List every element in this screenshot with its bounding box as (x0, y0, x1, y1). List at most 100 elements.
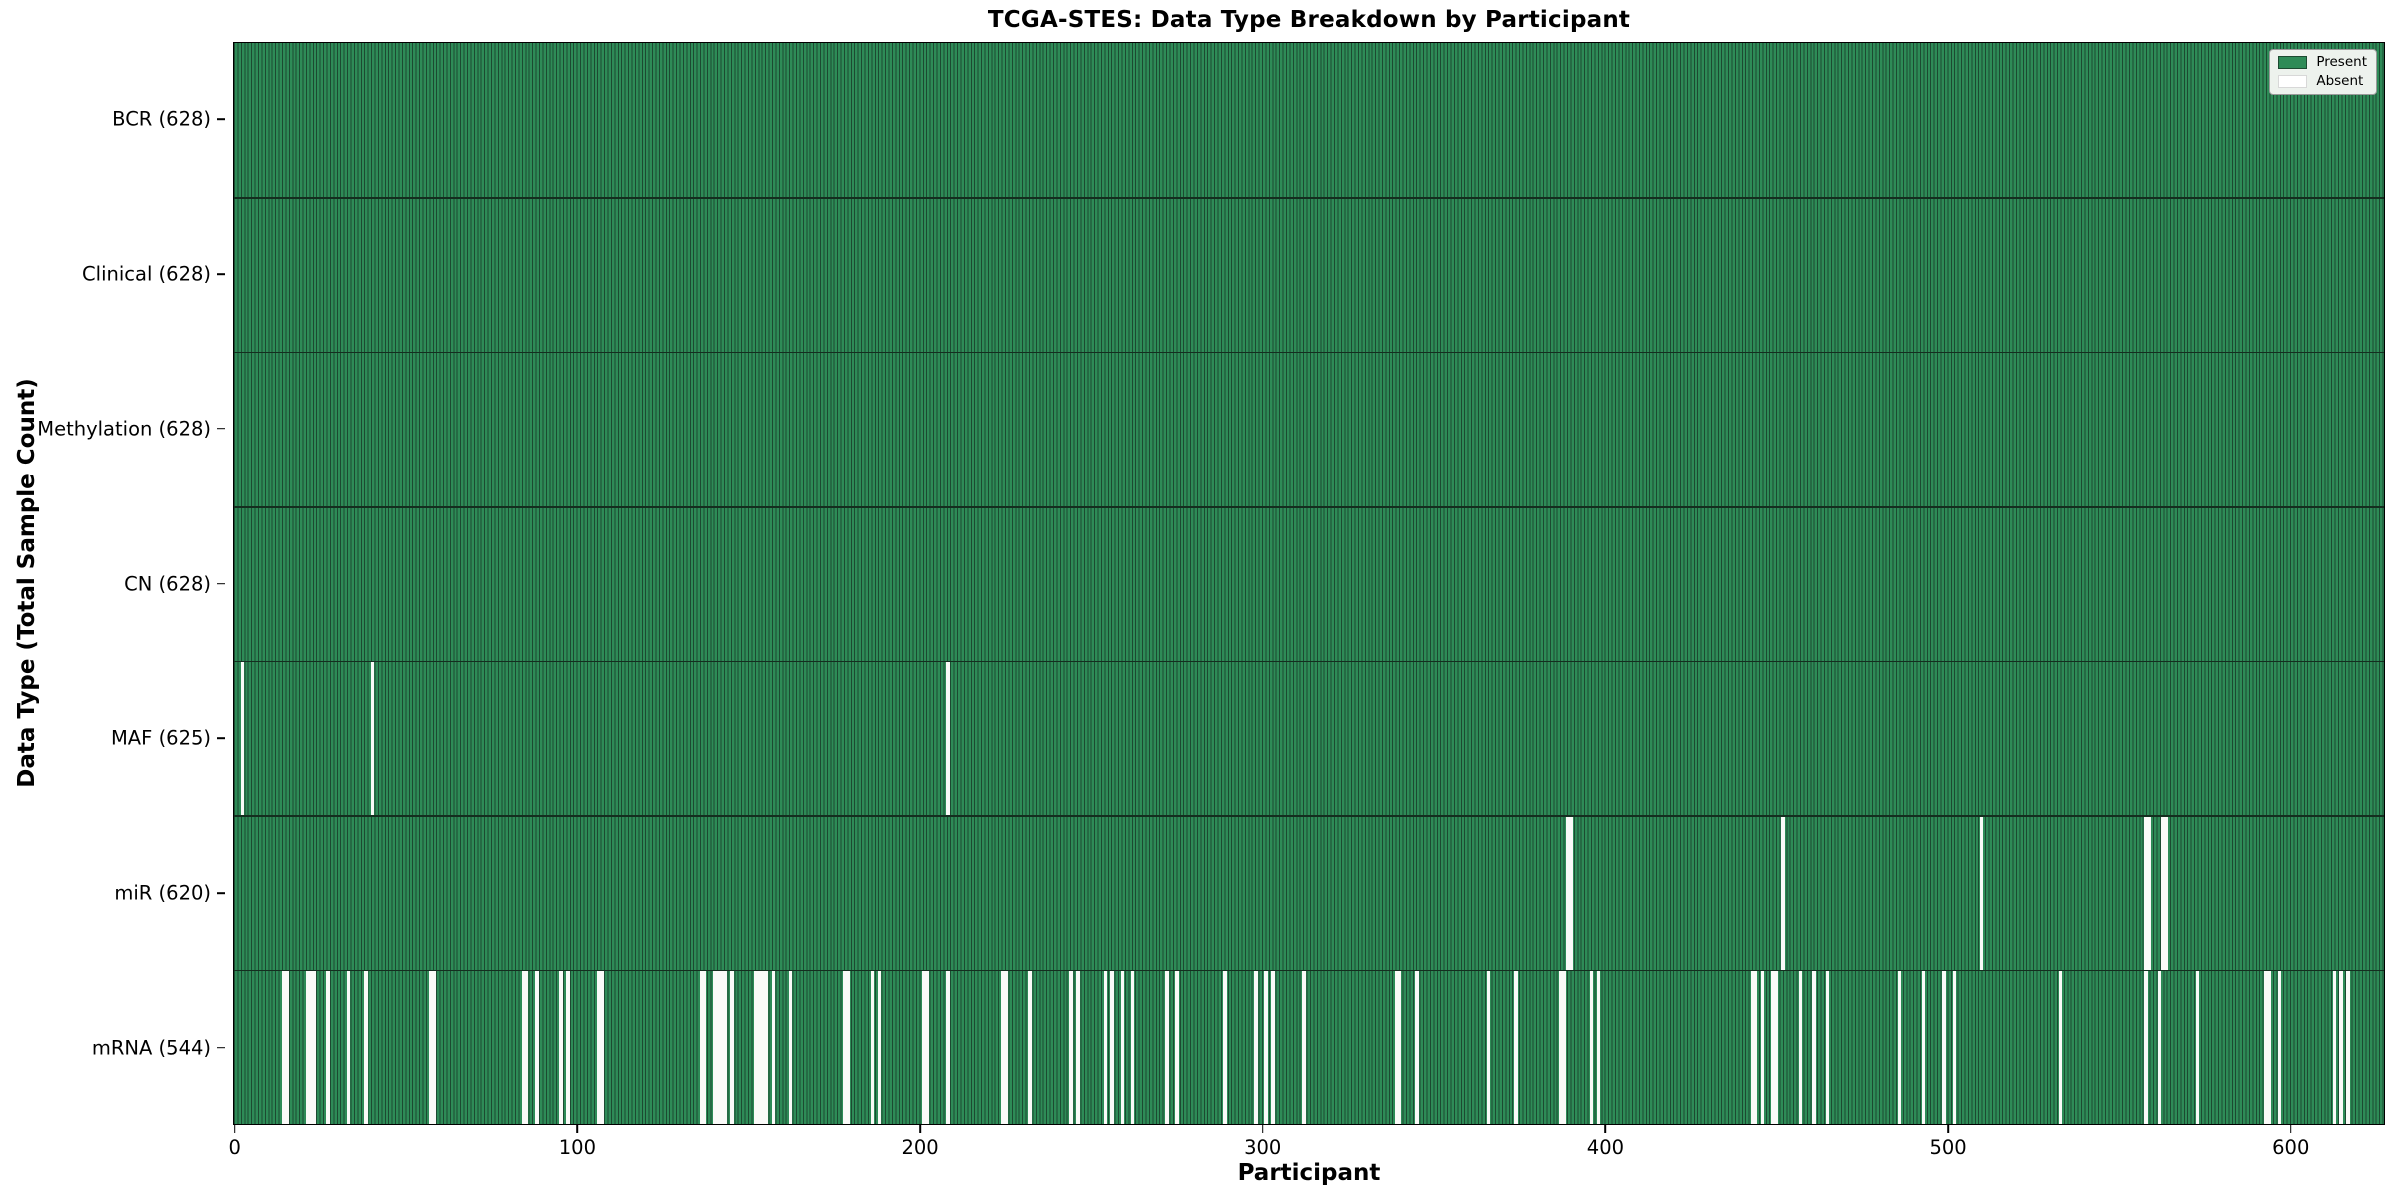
row-separator (234, 351, 2384, 354)
y-tick-label-Methylation: Methylation (628) (37, 417, 211, 441)
row-separator (234, 969, 2384, 972)
absent-stripe (312, 969, 317, 1124)
y-tick-labels: BCR (628) Clinical (628) Methylation (628)… (0, 42, 225, 1125)
y-tick-mark (217, 273, 225, 275)
absent-stripe (309, 969, 313, 1124)
absent-stripe (713, 969, 717, 1124)
absent-stripe (370, 660, 375, 816)
absent-stripe (1774, 969, 1779, 1124)
absent-stripe (1487, 969, 1491, 1124)
y-tick-mark (217, 582, 225, 585)
absent-stripe (925, 969, 929, 1124)
absent-stripe (761, 969, 765, 1124)
y-tick-mark (217, 1046, 225, 1049)
absent-stripe (2144, 969, 2148, 1124)
absent-stripe (1514, 969, 1518, 1124)
absent-stripe (364, 969, 368, 1124)
y-tick-mark (217, 737, 225, 739)
absent-stripe (1812, 969, 1816, 1124)
absent-stripe (1754, 969, 1758, 1124)
absent-stripe (1596, 969, 1600, 1124)
absent-stripe (1271, 969, 1275, 1124)
absent-stripe (2264, 969, 2268, 1124)
absent-stripe (764, 969, 769, 1124)
absent-stripe (1569, 815, 1573, 970)
y-tick-label-CN: CN (628) (124, 572, 211, 595)
rows-container (234, 43, 2384, 1124)
absent-stripe (1076, 969, 1080, 1124)
absent-stripe (2161, 815, 2165, 970)
absent-stripe (346, 969, 351, 1124)
absent-stripe (2267, 969, 2272, 1124)
absent-stripe (1980, 815, 1984, 970)
absent-stripe (1781, 815, 1785, 970)
plot-area: Present Absent (233, 42, 2385, 1125)
absent-stripe (1562, 969, 1566, 1124)
x-tick-mark (1604, 1125, 1607, 1133)
absent-stripe (2058, 969, 2063, 1124)
absent-stripe (1302, 969, 1306, 1124)
row-separator (234, 506, 2384, 508)
absent-stripe (566, 969, 570, 1124)
chart-title: TCGA-STES: Data Type Breakdown by Partic… (987, 7, 1631, 33)
absent-swatch-icon (2278, 74, 2308, 88)
absent-stripe (946, 969, 950, 1124)
absent-stripe (870, 969, 875, 1124)
row-Methylation (234, 351, 2384, 507)
absent-stripe (1069, 969, 1073, 1124)
row-separator (234, 815, 2384, 817)
absent-stripe (1897, 969, 1902, 1124)
row-separator (234, 660, 2384, 663)
absent-stripe (877, 969, 882, 1124)
y-tick-label-BCR: BCR (628) (112, 107, 211, 131)
absent-stripe (1165, 969, 1169, 1124)
absent-stripe (326, 969, 330, 1124)
absent-stripe (757, 969, 762, 1124)
absent-stripe (1120, 969, 1125, 1124)
absent-stripe (1223, 969, 1227, 1124)
y-tick-label-MAF: MAF (625) (110, 726, 211, 750)
absent-stripe (1952, 969, 1957, 1124)
absent-stripe (1264, 969, 1268, 1124)
absent-stripe (1130, 969, 1135, 1124)
absent-stripe (730, 969, 734, 1124)
absent-stripe (525, 969, 529, 1124)
absent-stripe (2158, 969, 2162, 1124)
absent-stripe (1942, 969, 1946, 1124)
absent-stripe (843, 969, 847, 1124)
absent-stripe (1415, 969, 1419, 1124)
absent-stripe (788, 969, 793, 1124)
y-tick-mark (217, 892, 225, 894)
x-tick-mark (1947, 1125, 1949, 1133)
x-tick-label-0: 0 (228, 1136, 241, 1159)
x-tick-mark (919, 1125, 921, 1133)
absent-stripe (240, 660, 245, 816)
absent-stripe (846, 969, 851, 1124)
absent-stripe (596, 969, 601, 1124)
absent-stripe (754, 969, 758, 1124)
absent-stripe (1004, 969, 1008, 1124)
x-tick-label-100: 100 (558, 1136, 596, 1159)
absent-stripe (1028, 969, 1032, 1124)
x-axis-title: Participant (1237, 1160, 1381, 1186)
y-tick-label-miR: miR (620) (114, 881, 211, 905)
x-tick-label-500: 500 (1929, 1136, 1967, 1159)
legend-entry-absent: Absent (2278, 74, 2367, 89)
row-MAF (234, 660, 2384, 816)
legend: Present Absent (2269, 49, 2377, 95)
x-tick-mark (576, 1125, 579, 1133)
absent-stripe (429, 969, 433, 1124)
absent-stripe (703, 969, 707, 1124)
absent-stripe (2339, 969, 2343, 1124)
absent-stripe (559, 969, 563, 1124)
absent-stripe (521, 969, 525, 1124)
absent-stripe (305, 969, 310, 1124)
absent-stripe (1175, 969, 1179, 1124)
absent-stripe (1103, 969, 1107, 1124)
absent-stripe (2277, 969, 2282, 1124)
absent-stripe (2144, 815, 2148, 970)
y-tick-label-mRNA: mRNA (544) (91, 1036, 211, 1060)
row-BCR (234, 43, 2384, 198)
legend-entry-present: Present (2278, 55, 2367, 70)
